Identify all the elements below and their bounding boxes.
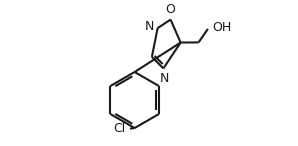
Text: N: N: [145, 20, 154, 33]
Text: N: N: [159, 72, 169, 85]
Text: Cl: Cl: [113, 122, 125, 135]
Text: OH: OH: [212, 21, 231, 34]
Text: O: O: [166, 3, 176, 16]
